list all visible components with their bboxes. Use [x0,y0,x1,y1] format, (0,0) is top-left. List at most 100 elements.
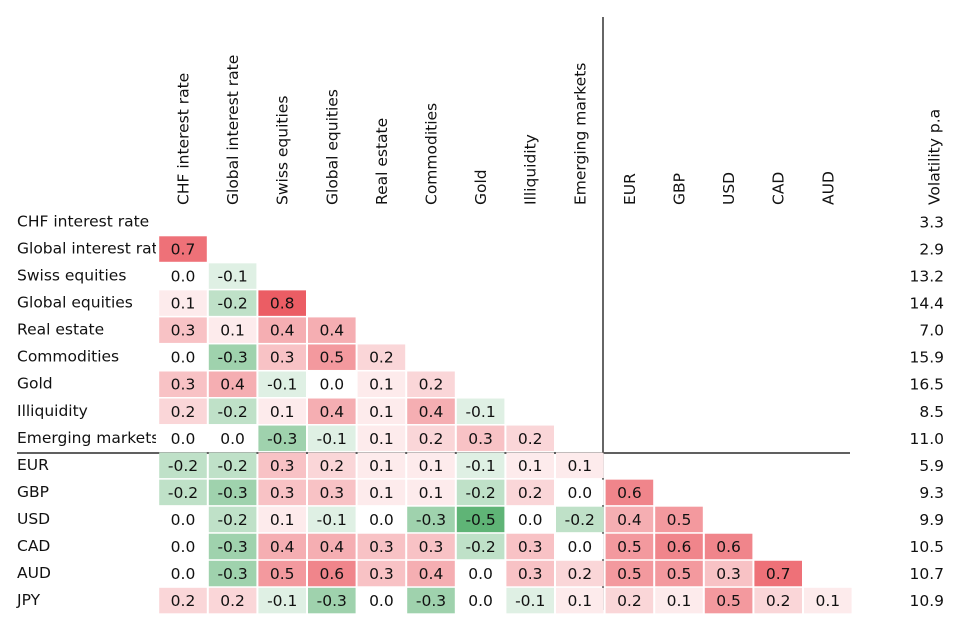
cell-label: 0.4 [319,403,344,421]
heat-cell [605,533,654,560]
heat-cell [556,560,604,587]
row-label: Global equities [17,294,133,312]
cell-label: 0.0 [171,430,196,448]
heat-cell [704,533,753,560]
heat-cell [357,452,406,479]
cell-label: 0.0 [468,592,493,610]
heat-cell [258,479,306,506]
cell-label: 0.0 [567,538,592,556]
column-header: USD [720,172,738,205]
cell-label: 0.6 [617,484,642,502]
heat-cell [407,587,455,614]
cell-label: 0.5 [617,565,642,583]
cell-label: 0.3 [369,565,394,583]
cell-label: 0.3 [270,484,295,502]
volatility-value: 3.3 [919,214,944,232]
heat-cell [456,479,505,506]
cell-label: 0.5 [617,538,642,556]
heat-cell [308,317,356,343]
cell-label: 0.6 [667,538,692,556]
heat-cell [308,344,356,370]
cell-label: 0.2 [419,430,444,448]
cell-label: 0.2 [419,376,444,394]
cell-label: 0.3 [518,538,543,556]
cell-label: 0.3 [171,322,196,340]
cell-label: 0.4 [220,376,245,394]
cell-label: -0.1 [465,403,495,421]
column-header: Global interest rate [224,55,242,205]
cell-label: 0.4 [617,511,642,529]
cell-label: 0.1 [419,484,444,502]
cell-label: 0.0 [468,565,493,583]
heat-cell [605,479,654,506]
heat-cell [704,560,753,587]
cell-label: 0.0 [369,592,394,610]
volatility-value: 9.3 [919,484,944,502]
cell-label: 0.2 [319,457,344,475]
heat-cell [208,263,257,289]
heat-cell [556,479,604,506]
cell-label: 0.0 [171,268,196,286]
cell-label: 0.0 [518,511,543,529]
cell-label: 0.1 [369,430,394,448]
heat-cell [655,587,703,614]
heat-cell [258,587,306,614]
cell-label: 0.3 [369,538,394,556]
cell-label: 0.2 [369,349,394,367]
heat-cell [357,371,406,397]
heat-cell [258,452,306,479]
heat-cell [456,587,505,614]
heat-cell [308,587,356,614]
cell-label: -0.1 [267,592,297,610]
cell-label: -0.3 [416,511,446,529]
cell-label: -0.1 [515,592,545,610]
cell-label: 0.4 [270,538,295,556]
cell-label: 0.1 [667,592,692,610]
heat-cell [208,533,257,560]
cell-label: 0.7 [171,241,196,259]
column-header: AUD [819,171,837,205]
cell-label: 0.6 [716,538,741,556]
volatility-value: 13.2 [909,268,944,286]
cell-label: 0.8 [270,295,295,313]
row-label: Commodities [17,348,119,366]
heat-cell [655,533,703,560]
row-label: Illiquidity [17,402,88,420]
row-label: JPY [16,591,41,609]
cell-label: 0.3 [171,376,196,394]
cell-label: 0.1 [369,376,394,394]
heat-cell [308,479,356,506]
row-label: GBP [17,483,49,501]
column-header: CHF interest rate [175,73,193,205]
volatility-value: 16.5 [909,376,944,394]
cell-label: 0.2 [766,592,791,610]
cell-label: 0.1 [419,457,444,475]
heat-cell [407,506,455,533]
heat-cell [456,425,505,452]
heat-cell [506,425,554,452]
heat-cell [456,506,505,533]
cell-label: 0.0 [171,565,196,583]
heat-cell [159,317,207,343]
cell-label: 0.3 [419,538,444,556]
cell-label: 0.1 [518,457,543,475]
column-header: Illiquidity [522,134,540,205]
heat-cell [159,506,207,533]
row-label: CHF interest rate [17,213,149,231]
heat-cell [506,452,554,479]
heat-cell [456,560,505,587]
heat-cell [506,506,554,533]
cell-label: -0.2 [217,457,247,475]
cell-label: 0.1 [270,511,295,529]
cell-label: 0.5 [667,511,692,529]
heat-cell [208,371,257,397]
row-label: CAD [17,537,50,555]
cell-label: 0.5 [667,565,692,583]
cell-label: -0.2 [465,538,495,556]
volatility-value: 7.0 [919,322,944,340]
cell-label: 0.2 [567,565,592,583]
cell-label: 0.1 [369,484,394,502]
heat-cell [258,533,306,560]
cell-label: 0.5 [319,349,344,367]
